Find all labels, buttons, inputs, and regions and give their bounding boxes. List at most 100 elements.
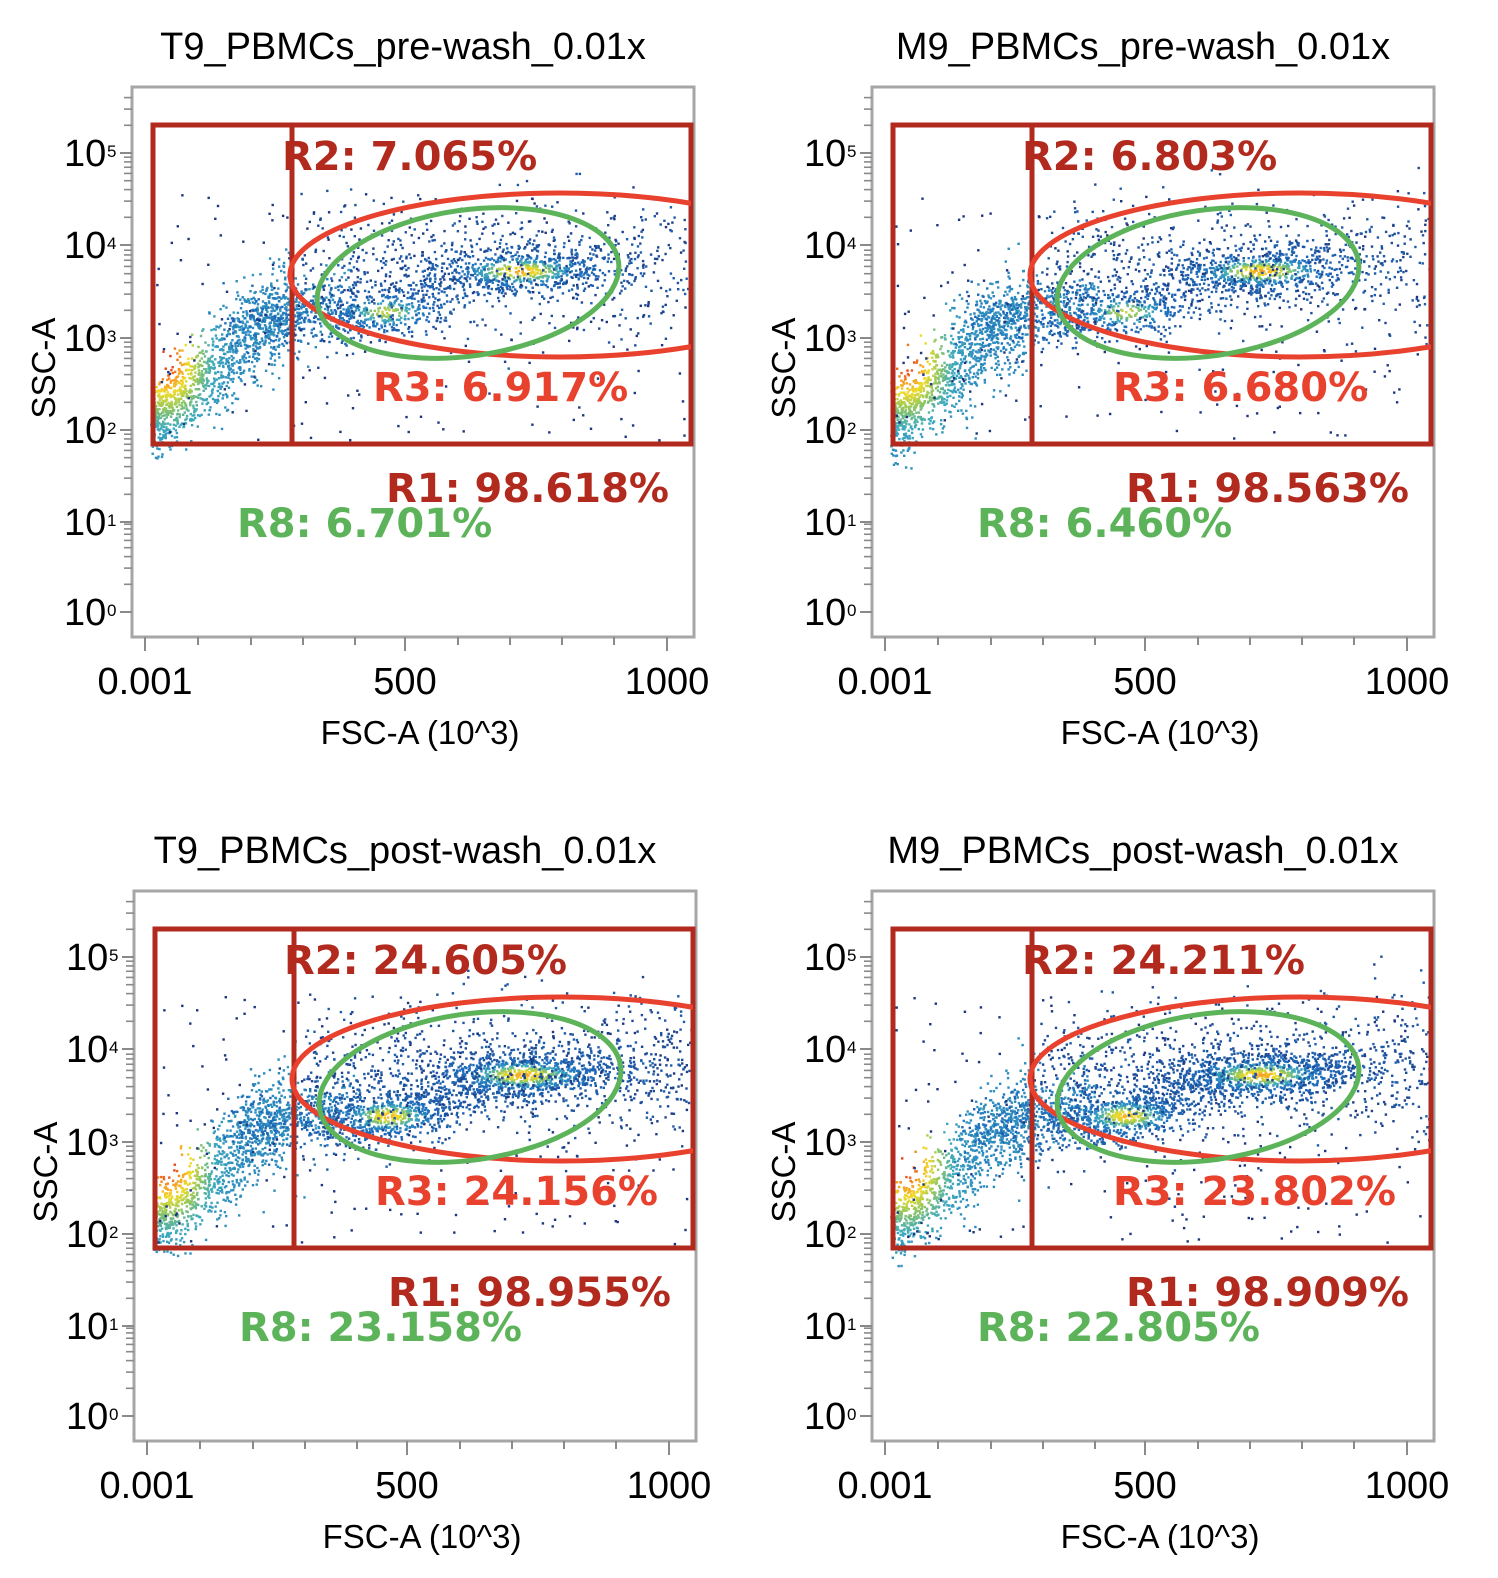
scatter-point (579, 268, 582, 271)
scatter-point (231, 364, 234, 367)
scatter-point (261, 339, 264, 342)
scatter-point (156, 425, 160, 428)
scatter-point (444, 319, 448, 322)
scatter-point (620, 338, 623, 341)
scatter-point (983, 362, 986, 365)
scatter-point (388, 275, 392, 278)
scatter-point (934, 381, 937, 385)
scatter-point (516, 275, 520, 278)
scatter-point (157, 417, 160, 420)
scatter-point (1017, 331, 1021, 334)
scatter-point (332, 294, 335, 297)
scatter-point (672, 277, 675, 280)
scatter-point (682, 249, 685, 252)
y-tick-label: 10 (804, 225, 846, 267)
scatter-point (161, 424, 164, 428)
scatter-point (657, 255, 660, 258)
scatter-point (384, 321, 387, 324)
scatter-point (519, 321, 522, 324)
scatter-point (404, 318, 407, 321)
scatter-point (553, 268, 556, 271)
scatter-point (501, 214, 504, 218)
scatter-point (157, 436, 160, 439)
scatter-point (199, 334, 203, 338)
scatter-point (239, 298, 242, 301)
scatter-point (952, 352, 955, 355)
scatter-point (216, 399, 219, 402)
scatter-point (176, 421, 179, 424)
scatter-point (320, 325, 323, 328)
scatter-point (551, 228, 554, 232)
scatter-point (574, 209, 578, 212)
scatter-point (574, 262, 577, 266)
scatter-point (376, 313, 379, 316)
scatter-point (174, 382, 177, 385)
scatter-point (1082, 296, 1086, 299)
scatter-point (264, 341, 267, 344)
scatter-point (232, 369, 235, 372)
scatter-point (471, 266, 474, 269)
scatter-point (657, 246, 660, 249)
scatter-point (528, 361, 531, 365)
scatter-point (190, 395, 194, 398)
scatter-point (253, 337, 257, 341)
scatter-point (338, 279, 341, 282)
scatter-point (270, 306, 273, 309)
scatter-point (225, 384, 228, 388)
scatter-point (173, 436, 177, 439)
scatter-point (243, 331, 246, 334)
scatter-point (192, 397, 195, 400)
scatter-point (404, 323, 407, 326)
scatter-point (947, 349, 950, 353)
scatter-point (461, 270, 464, 273)
scatter-point (990, 366, 993, 370)
gate-r8-ellipse[interactable] (307, 190, 628, 377)
scatter-point (683, 417, 686, 421)
scatter-point (286, 297, 290, 300)
scatter-point (971, 416, 974, 419)
scatter-point (980, 330, 983, 333)
scatter-point (571, 256, 574, 259)
scatter-point (920, 394, 923, 397)
scatter-point (472, 299, 475, 302)
scatter-point (591, 284, 594, 287)
scatter-point (601, 256, 604, 260)
scatter-point (398, 314, 401, 317)
scatter-point (392, 257, 395, 261)
y-tick-label: 10 (804, 502, 846, 544)
scatter-point (219, 359, 222, 362)
scatter-point (462, 430, 465, 433)
y-tick-exponent: 1 (847, 511, 856, 530)
scatter-point (342, 312, 345, 315)
scatter-point (429, 219, 433, 223)
scatter-point (281, 305, 284, 309)
scatter-point (894, 413, 897, 416)
scatter-point (953, 299, 956, 302)
scatter-point (498, 246, 502, 249)
scatter-point (395, 299, 398, 302)
scatter-point (183, 392, 186, 395)
scatter-point (170, 400, 173, 404)
scatter-point (418, 307, 421, 311)
scatter-point (581, 235, 584, 238)
scatter-point (567, 239, 571, 242)
scatter-point (196, 396, 200, 399)
scatter-point (265, 303, 268, 307)
scatter-point (1009, 312, 1012, 315)
scatter-point (575, 273, 578, 277)
scatter-point (998, 302, 1001, 305)
scatter-point (633, 391, 636, 395)
scatter-point (422, 293, 425, 297)
scatter-point (359, 227, 363, 230)
scatter-point (473, 290, 476, 294)
gate-r3-ellipse[interactable] (287, 190, 830, 360)
scatter-point (337, 288, 340, 292)
scatter-point (170, 379, 173, 383)
scatter-point (245, 320, 249, 323)
scatter-point (482, 212, 485, 215)
scatter-point (205, 369, 208, 373)
scatter-point (339, 430, 342, 434)
scatter-point (364, 193, 368, 196)
scatter-point (1024, 351, 1027, 355)
scatter-point (999, 305, 1002, 308)
